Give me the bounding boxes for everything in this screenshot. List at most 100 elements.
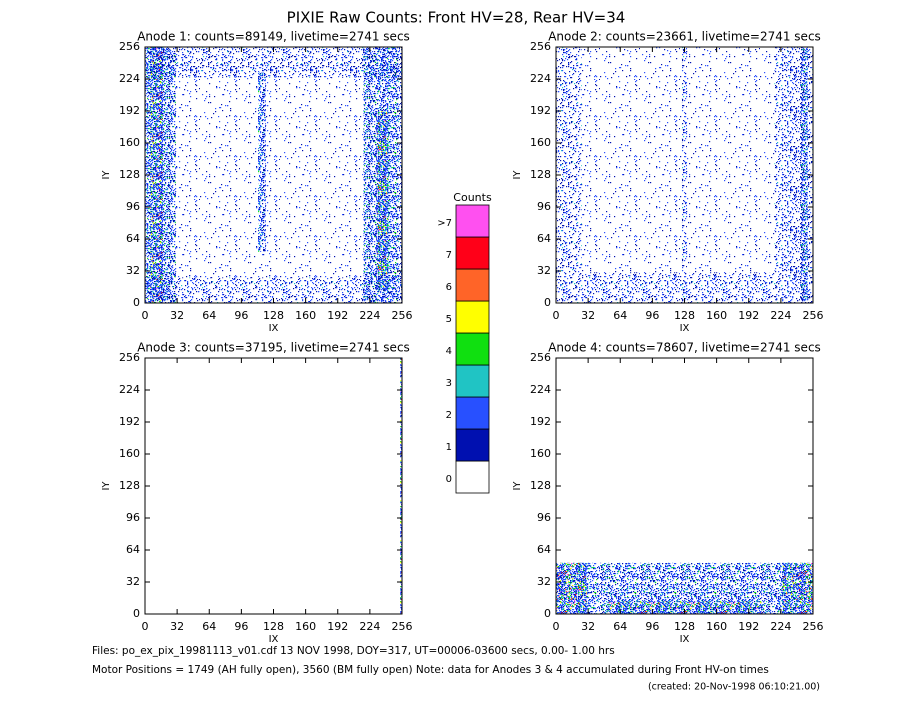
x-tick-label: 160: [295, 309, 316, 322]
y-tick-label: 256: [119, 351, 140, 364]
colorbar-label: 2: [446, 410, 452, 421]
y-tick-label: 128: [119, 479, 140, 492]
x-tick-label: 256: [392, 309, 413, 322]
x-axis-label: IX: [269, 323, 279, 334]
x-tick-label: 256: [803, 620, 824, 633]
x-tick-label: 256: [803, 309, 824, 322]
y-tick-label: 96: [537, 511, 551, 524]
x-tick-label: 0: [553, 620, 560, 633]
y-tick-label: 32: [126, 264, 140, 277]
colorbar-title: Counts: [453, 191, 492, 204]
figure-title: PIXIE Raw Counts: Front HV=28, Rear HV=3…: [287, 9, 626, 27]
y-tick-label: 256: [119, 40, 140, 53]
colorbar-swatch: [455, 300, 490, 334]
x-tick-label: 96: [234, 309, 248, 322]
y-tick-label: 192: [119, 415, 140, 428]
colorbar-swatch: [455, 460, 490, 494]
x-tick-label: 64: [202, 309, 216, 322]
x-tick-label: 160: [706, 309, 727, 322]
footer-created: (created: 20-Nov-1998 06:10:21.00): [648, 682, 820, 693]
panel-title: Anode 2: counts=23661, livetime=2741 sec…: [548, 30, 821, 44]
x-tick-label: 96: [645, 620, 659, 633]
x-tick-label: 128: [263, 620, 284, 633]
x-tick-label: 256: [392, 620, 413, 633]
count-texture: [556, 562, 587, 614]
x-tick-label: 32: [581, 309, 595, 322]
x-tick-label: 32: [170, 620, 184, 633]
y-tick-label: 64: [126, 232, 140, 245]
y-tick-label: 128: [119, 168, 140, 181]
count-texture: [150, 47, 163, 303]
y-tick-label: 0: [133, 607, 140, 620]
colorbar-swatch: [455, 332, 490, 366]
x-tick-label: 192: [327, 620, 348, 633]
y-axis-label: IY: [512, 170, 523, 180]
y-tick-label: 192: [530, 415, 551, 428]
y-tick-label: 160: [530, 136, 551, 149]
y-tick-label: 160: [119, 136, 140, 149]
y-tick-label: 256: [530, 351, 551, 364]
y-axis-label: IY: [101, 170, 112, 180]
x-tick-label: 160: [706, 620, 727, 633]
y-tick-label: 96: [537, 200, 551, 213]
colorbar-label: 3: [446, 378, 452, 389]
x-tick-label: 224: [359, 620, 380, 633]
x-tick-label: 32: [581, 620, 595, 633]
x-tick-label: 192: [327, 309, 348, 322]
y-tick-label: 224: [119, 383, 140, 396]
y-tick-label: 64: [537, 543, 551, 556]
y-tick-label: 96: [126, 200, 140, 213]
y-tick-label: 32: [126, 575, 140, 588]
count-texture: [258, 72, 266, 252]
y-tick-label: 224: [530, 72, 551, 85]
x-tick-label: 0: [142, 309, 149, 322]
y-tick-label: 160: [119, 447, 140, 460]
x-tick-label: 64: [202, 620, 216, 633]
colorbar-swatch: [455, 364, 490, 398]
x-tick-label: 64: [613, 620, 627, 633]
x-tick-label: 96: [645, 309, 659, 322]
count-texture: [782, 562, 813, 614]
colorbar-swatch: [455, 396, 490, 430]
count-texture: [607, 601, 762, 614]
colorbar-label: 1: [446, 442, 452, 453]
y-tick-label: 64: [126, 543, 140, 556]
x-tick-label: 224: [770, 620, 791, 633]
panel-title: Anode 4: counts=78607, livetime=2741 sec…: [548, 341, 821, 355]
x-axis-label: IX: [680, 634, 690, 645]
y-tick-label: 0: [544, 296, 551, 309]
x-tick-label: 224: [770, 309, 791, 322]
x-axis-label: IX: [269, 634, 279, 645]
x-tick-label: 160: [295, 620, 316, 633]
colorbar-swatch: [455, 268, 490, 302]
y-tick-label: 128: [530, 168, 551, 181]
plot-frame: [144, 357, 403, 615]
y-tick-label: 96: [126, 511, 140, 524]
count-texture: [145, 47, 402, 303]
colorbar-swatch: [455, 236, 490, 270]
panel-title: Anode 3: counts=37195, livetime=2741 sec…: [137, 341, 410, 355]
colorbar-label: >7: [437, 218, 452, 229]
y-axis-label: IY: [512, 481, 523, 491]
footer-files: Files: po_ex_pix_19981113_v01.cdf 13 NOV…: [92, 645, 615, 657]
colorbar-label: 5: [446, 314, 452, 325]
y-tick-label: 256: [530, 40, 551, 53]
y-tick-label: 64: [537, 232, 551, 245]
colorbar-swatch: [455, 204, 490, 238]
colorbar-label: 6: [446, 282, 452, 293]
y-tick-label: 32: [537, 575, 551, 588]
count-texture: [145, 47, 402, 78]
count-texture: [800, 47, 808, 303]
y-tick-label: 160: [530, 447, 551, 460]
x-axis-label: IX: [680, 323, 690, 334]
x-tick-label: 0: [142, 620, 149, 633]
count-texture: [376, 111, 390, 291]
colorbar-label: 4: [446, 346, 452, 357]
x-tick-label: 32: [170, 309, 184, 322]
x-tick-label: 192: [738, 620, 759, 633]
y-axis-label: IY: [101, 481, 112, 491]
y-tick-label: 32: [537, 264, 551, 277]
y-tick-label: 224: [119, 72, 140, 85]
count-texture: [681, 47, 688, 303]
